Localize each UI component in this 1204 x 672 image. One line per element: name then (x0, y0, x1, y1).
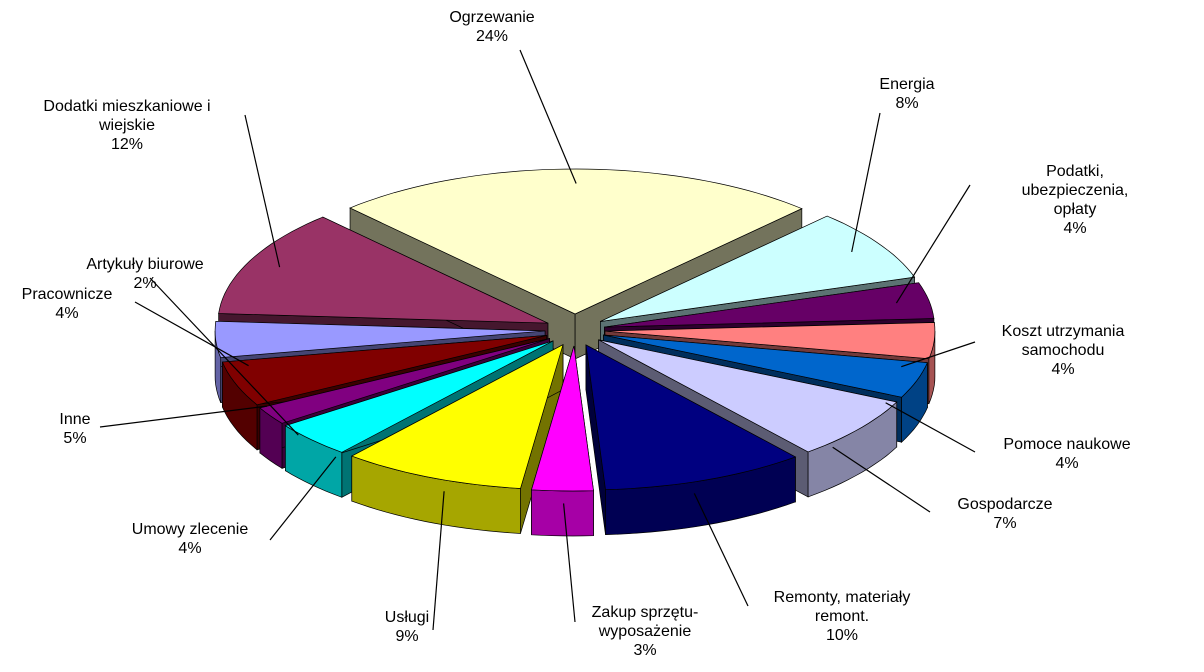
data-label: Zakup sprzętu- wyposażenie 3% (592, 603, 699, 660)
slice (603, 334, 928, 398)
value-label: 4% (55, 305, 79, 322)
leader-line (895, 184, 971, 304)
leader-line (562, 503, 576, 623)
value-label: 4% (1055, 455, 1079, 472)
data-label: Energia 8% (879, 75, 934, 113)
category-label: Umowy zlecenie (131, 521, 249, 538)
data-label: Umowy zlecenie 4% (132, 520, 248, 558)
value-label: 3% (633, 642, 657, 659)
category-label: Artykuły biurowe (86, 256, 204, 273)
slice (531, 345, 594, 492)
data-label: Dodatki mieszkaniowe i wiejskie 12% (43, 97, 210, 154)
leader-line (851, 112, 881, 253)
leader-line (149, 277, 299, 436)
category-label: Zakup sprzętu- wyposażenie (591, 604, 699, 640)
data-label: Gospodarcze 7% (957, 495, 1052, 533)
slice (218, 216, 549, 324)
slice (221, 335, 547, 406)
category-label: Inne (59, 411, 91, 428)
leader-line (134, 301, 249, 367)
leader-line (693, 493, 749, 607)
slice (214, 320, 546, 358)
category-label: Ogrzewanie (449, 9, 535, 26)
category-label: Pracownicze (21, 286, 113, 303)
value-label: 4% (1063, 220, 1087, 237)
data-label: Podatki, ubezpieczenia, opłaty 4% (1011, 162, 1140, 238)
slice (600, 215, 916, 322)
data-label: Artykuły biurowe 2% (86, 255, 203, 293)
slice (598, 339, 898, 453)
category-label: Pomoce naukowe (1003, 436, 1131, 453)
slice (259, 338, 550, 424)
slice (349, 168, 803, 315)
leader-line (244, 114, 281, 268)
leader-line (432, 491, 445, 631)
leader-line (901, 341, 976, 368)
data-label: Koszt utrzymania samochodu 4% (1002, 322, 1125, 379)
value-label: 4% (178, 540, 202, 557)
data-label: Pomoce naukowe 4% (1003, 435, 1130, 473)
slice (585, 344, 797, 490)
slice-side (531, 489, 594, 537)
value-label: 4% (1051, 361, 1075, 378)
slice (604, 322, 936, 360)
value-label: 7% (993, 515, 1017, 532)
slice (604, 282, 935, 328)
data-label: Remonty, materiały remont. 10% (774, 588, 911, 645)
category-label: Gospodarcze (957, 496, 1053, 513)
slice (350, 343, 564, 489)
value-label: 5% (63, 430, 87, 447)
leader-line (832, 446, 931, 513)
value-label: 24% (475, 28, 509, 45)
leader-line (269, 456, 337, 541)
category-label: Energia (879, 76, 935, 93)
value-label: 9% (395, 628, 419, 645)
slice (284, 340, 554, 453)
category-label: Podatki, ubezpieczenia, opłaty (1021, 163, 1129, 218)
data-label: Usługi 9% (385, 608, 429, 646)
leader-line (519, 49, 577, 184)
value-label: 2% (133, 275, 157, 292)
value-label: 10% (825, 627, 859, 644)
data-label: Pracownicze 4% (22, 285, 113, 323)
leader-line (885, 402, 976, 453)
data-label: Inne 5% (59, 410, 90, 448)
category-label: Usługi (384, 609, 430, 626)
value-label: 8% (895, 95, 919, 112)
category-label: Koszt utrzymania samochodu (1001, 323, 1125, 359)
data-label: Ogrzewanie 24% (449, 8, 534, 46)
leader-line (99, 405, 268, 428)
category-label: Dodatki mieszkaniowe i wiejskie (43, 98, 211, 134)
value-label: 12% (110, 136, 144, 153)
category-label: Remonty, materiały remont. (773, 589, 911, 625)
